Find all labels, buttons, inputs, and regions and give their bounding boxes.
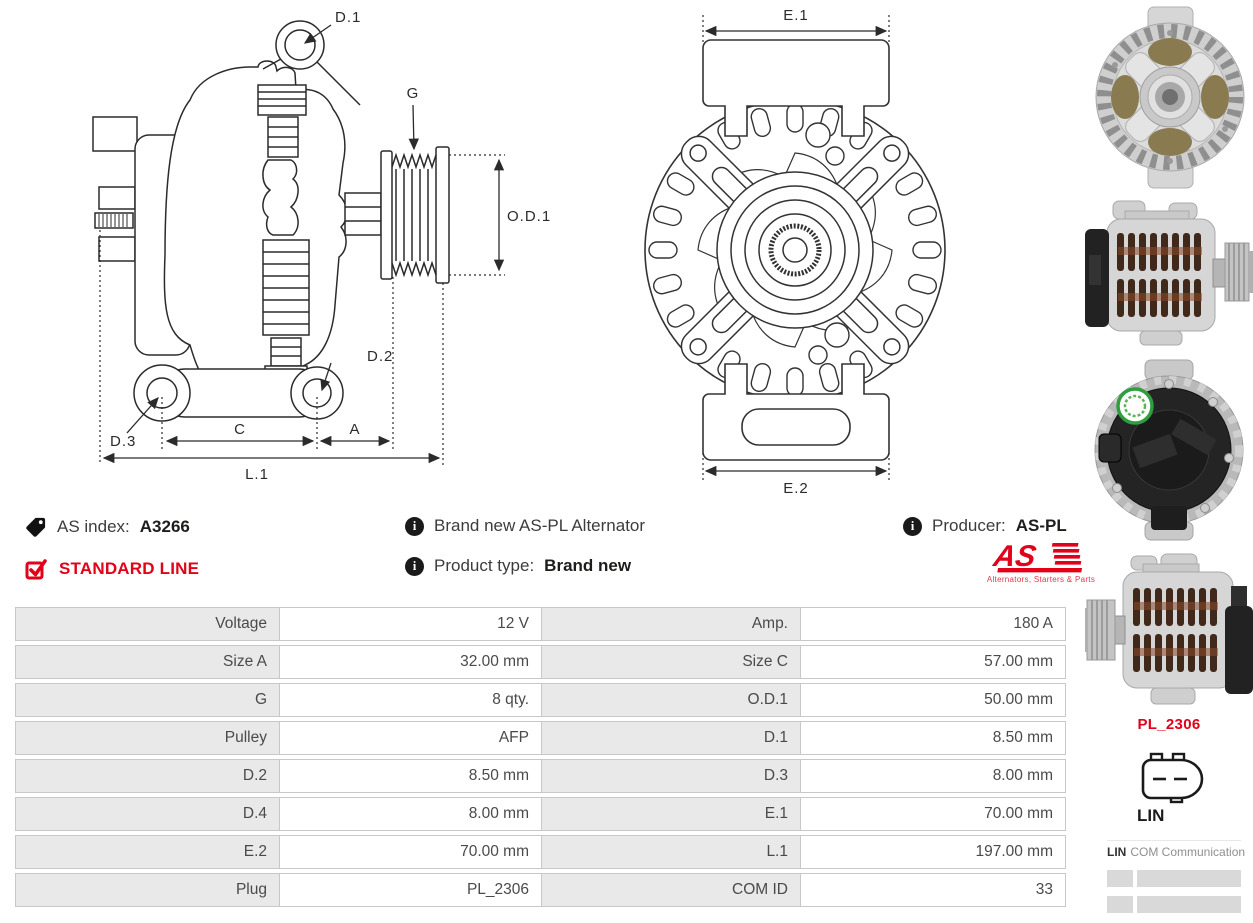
product-type-row: i Product type: Brand new xyxy=(405,556,645,576)
as-index-row: AS index: A3266 xyxy=(25,516,199,538)
product-type-label: Product type: xyxy=(434,556,535,575)
spec-value-cell: 180 A xyxy=(800,607,1066,641)
spec-value-cell: 12 V xyxy=(279,607,542,641)
producer-label: Producer: xyxy=(932,516,1006,535)
info-column-middle: i Brand new AS-PL Alternator i Product t… xyxy=(405,516,645,576)
producer-value: AS-PL xyxy=(1015,516,1067,535)
diagram-detail xyxy=(92,116,138,152)
as-pl-logo[interactable]: AS Alternators, Starters & Parts xyxy=(981,540,1101,584)
product-type-value: Brand new xyxy=(544,556,632,575)
spec-label-cell: L.1 xyxy=(541,835,801,869)
spec-label-cell: G xyxy=(15,683,280,717)
info-icon: i xyxy=(405,516,424,536)
table-row: Size A 32.00 mm Size C 57.00 mm xyxy=(15,645,1068,679)
spec-value-cell: 197.00 mm xyxy=(800,835,1066,869)
product-photo-side-right[interactable] xyxy=(1085,195,1253,350)
spec-value-cell: 50.00 mm xyxy=(800,683,1066,717)
checkbox-icon xyxy=(25,559,47,580)
logo-tagline: Alternators, Starters & Parts xyxy=(986,575,1096,584)
spec-value-cell: 57.00 mm xyxy=(800,645,1066,679)
dim-label-c: C xyxy=(234,421,246,438)
table-row: Pulley AFP D.1 8.50 mm xyxy=(15,721,1068,755)
standard-line-label: STANDARD LINE xyxy=(59,559,200,578)
plug-code[interactable]: PL_2306 xyxy=(1137,716,1201,733)
spec-value-cell: 8.50 mm xyxy=(279,759,542,793)
spec-table: Voltage 12 V Amp. 180 A Size A 32.00 mm … xyxy=(15,607,1068,911)
as-index-label: AS index: xyxy=(57,517,130,536)
table-row: Plug PL_2306 COM ID 33 xyxy=(15,873,1068,907)
spec-label-cell: Size C xyxy=(541,645,801,679)
product-sidebar: PL_2306 LIN LIN COM Communication xyxy=(1085,0,1253,923)
comm-key: LIN xyxy=(1107,845,1127,859)
product-photo-rear[interactable] xyxy=(1093,358,1245,543)
dim-label-l1: L.1 xyxy=(245,466,269,483)
spec-label-cell: D.3 xyxy=(541,759,801,793)
spec-label-cell: D.4 xyxy=(15,797,280,831)
table-row: Voltage 12 V Amp. 180 A xyxy=(15,607,1068,641)
spec-label-cell: D.1 xyxy=(541,721,801,755)
communication-row-empty xyxy=(1107,896,1241,913)
as-index-value: A3266 xyxy=(139,517,190,536)
dim-label-g: G xyxy=(407,85,420,102)
spec-label-cell: COM ID xyxy=(541,873,801,907)
dim-label-e2: E.2 xyxy=(783,480,809,497)
info-icon: i xyxy=(903,516,922,536)
spec-label-cell: O.D.1 xyxy=(541,683,801,717)
brand-new-row: i Brand new AS-PL Alternator xyxy=(405,516,645,536)
side-view-diagram: D.1 G O.D.1 D.2 D.3 C A L.1 xyxy=(92,9,551,483)
spec-label-cell: Amp. xyxy=(541,607,801,641)
spec-label-cell: E.2 xyxy=(15,835,280,869)
spec-value-cell: AFP xyxy=(279,721,542,755)
connector-label: LIN xyxy=(1137,806,1165,825)
lin-connector-diagram[interactable] xyxy=(1133,750,1205,806)
table-row: D.2 8.50 mm D.3 8.00 mm xyxy=(15,759,1068,793)
dim-label-a: A xyxy=(349,421,360,438)
spec-value-cell: 8.00 mm xyxy=(800,759,1066,793)
spec-value-cell: 32.00 mm xyxy=(279,645,542,679)
dim-label-d1: D.1 xyxy=(335,9,361,26)
spec-label-cell: D.2 xyxy=(15,759,280,793)
table-row: E.2 70.00 mm L.1 197.00 mm xyxy=(15,835,1068,869)
info-column-left: AS index: A3266 STANDARD LINE xyxy=(25,516,199,580)
communication-table: LIN COM Communication xyxy=(1107,840,1245,913)
standard-line-row: STANDARD LINE xyxy=(25,558,199,580)
spec-label-cell: Voltage xyxy=(15,607,280,641)
spec-label-cell: Size A xyxy=(15,645,280,679)
spec-value-cell: 70.00 mm xyxy=(279,835,542,869)
communication-row: LIN COM Communication xyxy=(1107,840,1245,861)
dim-label-od1: O.D.1 xyxy=(507,208,551,225)
info-icon: i xyxy=(405,556,424,576)
tag-icon xyxy=(26,517,46,537)
spec-value-cell: 70.00 mm xyxy=(800,797,1066,831)
brand-new-text: Brand new AS-PL Alternator xyxy=(434,516,646,535)
spec-value-cell: 8 qty. xyxy=(279,683,542,717)
front-view-diagram: E.1 E.2 xyxy=(644,7,946,497)
info-column-right: i Producer: AS-PL AS Alternators, Starte… xyxy=(903,516,1101,584)
dim-label-e1: E.1 xyxy=(783,7,809,24)
spec-value-cell: 33 xyxy=(800,873,1066,907)
spec-value-cell: 8.00 mm xyxy=(279,797,542,831)
comm-value: COM Communication xyxy=(1130,845,1246,859)
logo-text: AS xyxy=(991,540,1039,573)
table-row: G 8 qty. O.D.1 50.00 mm xyxy=(15,683,1068,717)
spec-value-cell: PL_2306 xyxy=(279,873,542,907)
dim-label-d2: D.2 xyxy=(367,348,393,365)
producer-row: i Producer: AS-PL xyxy=(903,516,1101,536)
spec-label-cell: Plug xyxy=(15,873,280,907)
product-photo-side-left[interactable] xyxy=(1085,550,1253,708)
table-row: D.4 8.00 mm E.1 70.00 mm xyxy=(15,797,1068,831)
communication-row-empty xyxy=(1107,870,1241,887)
spec-label-cell: Pulley xyxy=(15,721,280,755)
dim-label-d3: D.3 xyxy=(110,433,136,450)
spec-label-cell: E.1 xyxy=(541,797,801,831)
spec-value-cell: 8.50 mm xyxy=(800,721,1066,755)
as-pl-logo-mark: AS xyxy=(991,540,1083,573)
product-photo-front[interactable] xyxy=(1093,5,1248,190)
